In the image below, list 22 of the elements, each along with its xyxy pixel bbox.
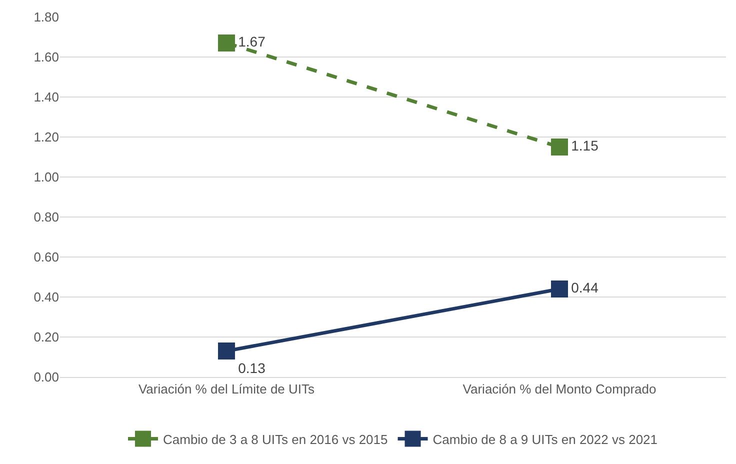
y-tick-label: 0.60 [34,250,59,265]
data-label: 1.67 [238,34,266,50]
x-tick-label: Variación % del Monto Comprado [462,382,656,397]
x-tick-label: Variación % del Límite de UITs [138,382,316,397]
y-tick-label: 1.20 [34,130,59,145]
y-tick-label: 0.40 [34,290,59,305]
legend-label: Cambio de 3 a 8 UITs en 2016 vs 2015 [163,432,388,447]
point [218,342,235,360]
y-tick-label: 0.20 [34,330,59,345]
data-label: 0.44 [571,280,599,296]
y-tick-label: 1.80 [34,10,59,25]
point [551,138,568,156]
y-tick-label: 1.60 [34,50,59,65]
data-label: 0.13 [238,360,266,376]
data-label: 1.15 [571,138,599,154]
point [551,280,568,298]
point [218,34,235,52]
y-tick-label: 0.80 [34,210,59,225]
y-tick-label: 1.00 [34,170,59,185]
legend-label: Cambio de 8 a 9 UITs en 2022 vs 2021 [432,432,658,447]
y-tick-label: 1.40 [34,90,59,105]
y-tick-label: 0.00 [34,370,59,385]
